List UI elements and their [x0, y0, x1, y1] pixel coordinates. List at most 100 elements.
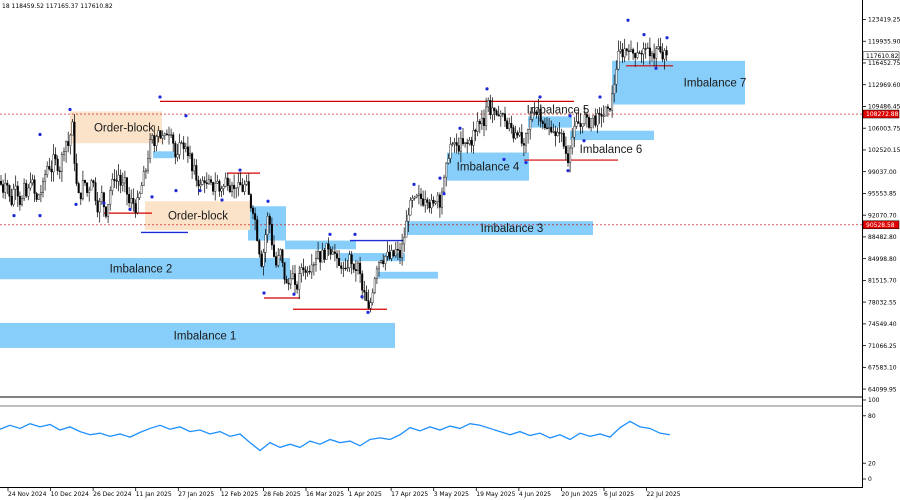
- osc-tick-label: 20: [868, 460, 876, 467]
- candle: [569, 145, 572, 173]
- candle: [266, 212, 269, 244]
- candle: [86, 182, 89, 197]
- fractal-up-marker: [642, 32, 646, 37]
- zone-label: Imbalance 2: [110, 264, 173, 276]
- candle: [552, 123, 555, 134]
- candle: [27, 184, 30, 201]
- candle-body: [455, 142, 458, 146]
- candle-body: [58, 170, 61, 172]
- candle: [125, 176, 128, 206]
- candle-body: [621, 49, 624, 58]
- candle: [504, 106, 507, 127]
- candle: [493, 107, 496, 121]
- candle: [329, 246, 332, 260]
- fractal-up-marker: [485, 87, 489, 91]
- time-tick-label: 4 Jun 2025: [519, 491, 551, 498]
- candle: [23, 178, 26, 202]
- candle: [420, 187, 423, 207]
- candle: [264, 228, 267, 263]
- candle: [537, 98, 540, 126]
- candle: [144, 168, 147, 180]
- candle: [230, 181, 233, 197]
- candle-body: [285, 279, 288, 284]
- candle: [659, 37, 662, 54]
- candle: [657, 38, 660, 50]
- price-tick-label: 88482.80: [868, 234, 897, 241]
- candle: [588, 114, 591, 130]
- candle-body: [361, 273, 364, 291]
- order-block-zone: [70, 111, 162, 144]
- candle-body: [222, 186, 225, 189]
- candle: [344, 258, 347, 271]
- candle-body: [478, 120, 481, 125]
- candle: [594, 108, 597, 128]
- candle-body: [115, 180, 118, 182]
- candle: [483, 109, 486, 137]
- osc-tick-label: 80: [868, 413, 876, 420]
- candle-body: [155, 136, 158, 147]
- price-tick-label: 95553.85: [868, 191, 897, 198]
- candle-body: [569, 147, 572, 164]
- candle: [113, 169, 116, 188]
- candle: [627, 44, 630, 61]
- candle: [157, 126, 160, 143]
- candle: [79, 192, 82, 205]
- candle-body: [378, 262, 381, 270]
- candle-body: [331, 251, 334, 255]
- candle-body: [556, 132, 559, 136]
- candle: [510, 115, 513, 134]
- candle-body: [35, 193, 38, 200]
- zone-label: Imbalance 6: [580, 144, 643, 156]
- candle: [327, 237, 330, 256]
- candle: [321, 242, 324, 263]
- candle: [107, 203, 110, 224]
- candle-body: [634, 53, 637, 58]
- candle-body: [174, 143, 177, 158]
- candle-body: [283, 262, 286, 280]
- candle: [394, 241, 397, 259]
- candle-body: [369, 302, 372, 309]
- candle: [63, 147, 66, 162]
- candle-body: [417, 193, 420, 196]
- candle-body: [365, 292, 368, 301]
- candle-body: [123, 177, 126, 184]
- fractal-down-marker: [442, 192, 446, 196]
- fractal-down-marker: [220, 198, 224, 202]
- candle: [115, 170, 118, 189]
- candle: [571, 127, 574, 155]
- candle-body: [4, 182, 7, 193]
- candle: [42, 177, 45, 198]
- candle-body: [308, 271, 311, 273]
- candle-body: [382, 260, 385, 264]
- candle-body: [466, 142, 469, 144]
- candle-body: [543, 123, 546, 129]
- zone-label: Imbalance 3: [481, 223, 544, 235]
- candle-body: [546, 127, 549, 129]
- candle: [146, 150, 149, 174]
- candle: [609, 108, 612, 112]
- candle: [220, 185, 223, 198]
- candle-body: [562, 132, 565, 147]
- candle: [472, 121, 475, 154]
- candle: [18, 191, 21, 211]
- candle: [302, 258, 305, 277]
- candle: [8, 184, 11, 202]
- time-tick-label: 19 May 2025: [476, 491, 515, 498]
- candle-body: [648, 47, 651, 57]
- candle-body: [310, 264, 313, 273]
- fractal-up-marker: [353, 232, 357, 236]
- candle-body: [125, 177, 128, 195]
- candle-body: [201, 180, 204, 185]
- candle-body: [170, 134, 173, 136]
- candle-body: [483, 117, 486, 126]
- candle: [300, 263, 303, 283]
- candle-body: [182, 142, 185, 149]
- candle: [151, 133, 154, 144]
- candle: [380, 259, 383, 265]
- candle-body: [438, 194, 441, 208]
- candle: [31, 174, 34, 186]
- candle: [583, 107, 586, 126]
- candle-body: [554, 131, 557, 136]
- candle-body: [247, 181, 250, 195]
